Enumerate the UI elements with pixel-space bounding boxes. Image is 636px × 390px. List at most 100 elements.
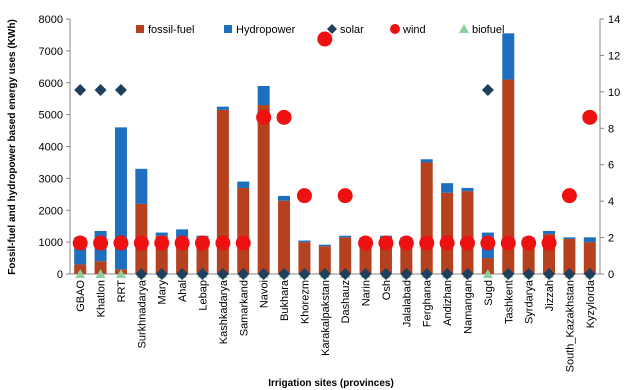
x-tick-label: Sugd (483, 280, 495, 306)
marker-solar (481, 84, 494, 97)
x-tick-label: Khorezm (299, 280, 311, 324)
bar-hydropower (502, 33, 515, 80)
marker-solar (278, 268, 291, 280)
bar-fossil-fuel (441, 192, 454, 274)
bar-hydropower (461, 187, 474, 192)
x-tick-label: Navoi (259, 280, 271, 308)
marker-solar (522, 268, 535, 280)
bar-fossil-fuel (237, 187, 250, 274)
marker-solar (135, 268, 148, 280)
bar-hydropower (420, 159, 433, 163)
x-tick-label: Andizhan (442, 280, 454, 326)
x-tick-label: Khatlon (96, 280, 108, 317)
marker-wind (439, 235, 455, 251)
marker-solar (461, 268, 474, 280)
marker-wind (460, 235, 475, 251)
legend-label: fossil-fuel (148, 24, 194, 36)
x-tick-label: Surkhnadarya (136, 279, 148, 348)
marker-solar (339, 268, 352, 280)
bar-fossil-fuel (278, 200, 291, 274)
marker-wind (195, 235, 210, 251)
y-tick-label: 4000 (39, 142, 63, 154)
marker-wind (235, 235, 251, 251)
marker-solar (420, 268, 433, 280)
bar-fossil-fuel (563, 238, 576, 274)
marker-wind (93, 235, 109, 251)
marker-wind (154, 235, 170, 251)
marker-solar (298, 268, 311, 280)
y-tick-label: 5000 (39, 110, 63, 122)
marker-solar (441, 268, 454, 280)
legend-label: biofuel (472, 24, 504, 36)
legend-swatch (459, 24, 469, 33)
marker-wind (215, 235, 231, 251)
x-tick-label: Dashauz (340, 280, 352, 323)
y2-tick-label: 12 (608, 50, 620, 62)
marker-solar (155, 268, 168, 280)
legend-label: wind (402, 24, 426, 36)
marker-wind (113, 235, 129, 251)
marker-solar (359, 268, 372, 280)
x-tick-label: Narin (361, 280, 373, 306)
marker-solar (216, 268, 229, 280)
x-tick-label: Namangan (463, 280, 475, 334)
bar-fossil-fuel (481, 258, 494, 274)
x-tick-label: Kashkadarya (218, 279, 230, 344)
marker-biofuel (115, 269, 126, 278)
legend-label: Hydropower (236, 24, 296, 36)
marker-wind (358, 235, 374, 251)
x-tick-label: RRT (116, 280, 128, 303)
y-tick-label: 1000 (39, 237, 63, 249)
y2-tick-label: 10 (608, 87, 620, 99)
marker-wind (72, 235, 88, 251)
x-tick-label: Mary (157, 280, 169, 305)
y2-tick-label: 14 (608, 14, 620, 26)
marker-solar (196, 268, 209, 280)
marker-wind (276, 109, 292, 125)
bar-hydropower (135, 168, 148, 204)
bar-hydropower (339, 235, 352, 238)
legend-swatch (327, 24, 337, 34)
y-axis-title: Fossil-fuel and hydropower based energy … (7, 19, 18, 275)
plot-area: 0 1000 2000 3000 4000 5000 6000 7000 8000 0 2 4 6 8 10… (39, 14, 621, 372)
x-tick-label: Osh (381, 280, 393, 300)
bar-fossil-fuel (379, 248, 392, 274)
bar-fossil-fuel (216, 109, 229, 274)
y2-tick-label: 4 (608, 196, 614, 208)
marker-wind (541, 235, 557, 251)
legend-swatch (390, 24, 400, 34)
x-tick-label: Samarkand (238, 280, 250, 336)
marker-solar (379, 268, 392, 280)
x-tick-label: Bukhara (279, 279, 291, 321)
marker-solar (257, 268, 270, 280)
x-tick-label: Tashkent (503, 280, 515, 324)
y-tick-label: 8000 (39, 14, 63, 26)
marker-wind (582, 109, 598, 125)
y-tick-label: 3000 (39, 173, 63, 185)
marker-solar (318, 268, 331, 280)
bar-hydropower (155, 232, 168, 236)
marker-solar (176, 268, 189, 280)
marker-solar (400, 268, 413, 280)
marker-solar (543, 268, 556, 280)
y-tick-label: 7000 (39, 46, 63, 58)
y-tick-label: 2000 (39, 205, 63, 217)
y-tick-label: 6000 (39, 78, 63, 90)
marker-wind (561, 188, 577, 204)
marker-wind (296, 188, 312, 204)
bar-hydropower (237, 181, 250, 188)
bar-hydropower (216, 106, 229, 110)
legend: fossil-fuel Hydropower solar wind biofuel (136, 24, 504, 36)
bar-hydropower (563, 237, 576, 239)
bar-fossil-fuel (339, 237, 352, 274)
marker-solar (114, 84, 127, 97)
legend-swatch (136, 25, 144, 33)
x-tick-label: Karakalpakstan (320, 280, 332, 356)
bar-hydropower (543, 230, 556, 235)
bar-hydropower (176, 229, 189, 238)
marker-solar (563, 268, 576, 280)
marker-wind (133, 235, 149, 251)
bar-hydropower (583, 237, 596, 243)
bar-fossil-fuel (461, 191, 474, 274)
